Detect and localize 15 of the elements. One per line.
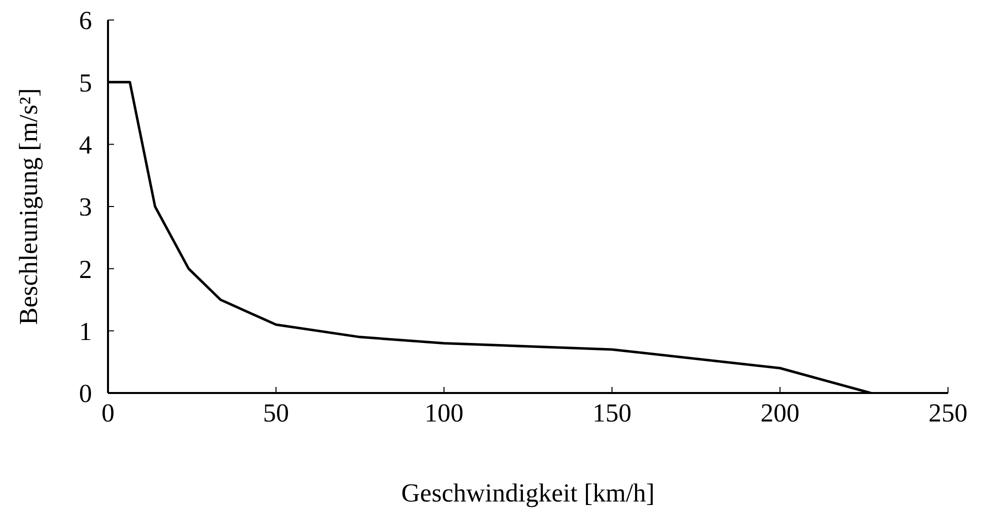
- x-axis-title: Geschwindigkeit [km/h]: [401, 478, 655, 508]
- x-tick-label: 250: [928, 398, 968, 428]
- y-tick-label: 2: [79, 254, 92, 284]
- y-axis-title: Beschleunigung [m/s²]: [14, 88, 44, 325]
- y-tick-label: 6: [79, 6, 92, 36]
- y-tick-label: 0: [79, 379, 92, 408]
- y-tick-label: 5: [79, 68, 92, 98]
- x-tick-label: 100: [424, 398, 464, 428]
- x-tick-label: 50: [263, 398, 289, 428]
- y-tick-label: 3: [79, 192, 92, 222]
- x-tick-label: 200: [760, 398, 800, 428]
- x-tick-label: 0: [102, 398, 114, 428]
- y-tick-label: 4: [79, 130, 92, 160]
- y-tick-label: 1: [79, 317, 92, 346]
- x-tick-label: 150: [592, 398, 632, 428]
